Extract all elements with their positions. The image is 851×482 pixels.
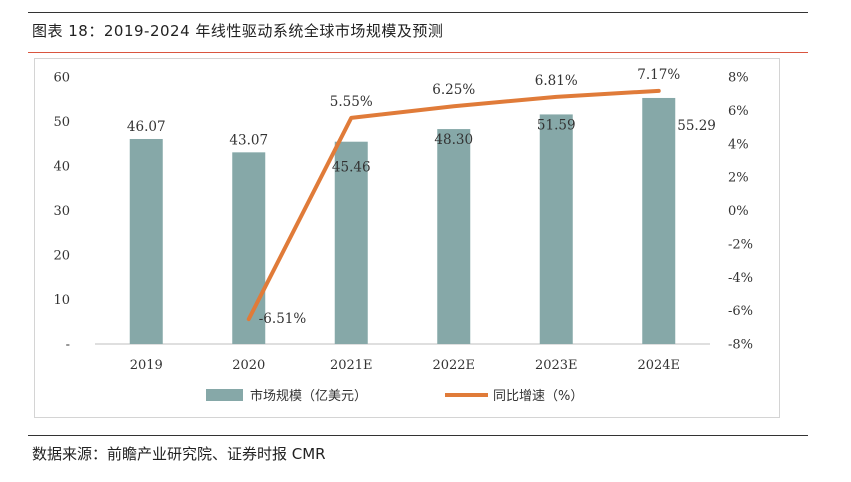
growth-point: [350, 117, 352, 119]
left-axis: - 10 20 30 40 50 60: [53, 71, 70, 353]
bar-2021E: [334, 141, 368, 344]
left-tick-label: 50: [53, 115, 70, 130]
x-tick-label: 2021E: [330, 358, 373, 373]
right-tick-label: -4%: [728, 271, 753, 286]
bar-label: 48.30: [434, 132, 473, 148]
bar-label: 46.07: [127, 119, 166, 135]
source-note: 数据来源：前瞻产业研究院、证券时报 CMR: [32, 445, 326, 463]
right-axis: -8% -6% -4% -2% 0% 2% 4% 6% 8%: [728, 71, 753, 353]
left-tick-label: 30: [53, 204, 70, 219]
x-axis-labels: 2019 2020 2021E 2022E 2023E 2024E: [130, 358, 680, 373]
right-tick-label: 6%: [728, 104, 749, 119]
right-tick-label: 0%: [728, 204, 749, 219]
left-tick-label: 60: [53, 71, 70, 86]
legend: 市场规模（亿美元） 同比增速（%）: [206, 388, 583, 404]
bar-label: 51.59: [537, 117, 576, 133]
x-tick-label: 2024E: [637, 358, 680, 373]
x-tick-label: 2020: [232, 358, 265, 373]
right-tick-label: 8%: [728, 71, 749, 86]
top-rule: [28, 12, 808, 13]
x-tick-label: 2019: [130, 358, 163, 373]
right-tick-label: 4%: [728, 137, 749, 152]
left-tick-label: -: [66, 338, 70, 353]
x-tick-label: 2022E: [432, 358, 475, 373]
growth-point: [555, 96, 557, 98]
growth-point: [658, 90, 660, 92]
bar-2020: [232, 152, 266, 344]
legend-bar-swatch: [206, 389, 243, 401]
bar-2022E: [437, 129, 471, 344]
line-data-labels: -6.51% 5.55% 6.25% 6.81% 7.17%: [259, 67, 681, 327]
line-label: 7.17%: [637, 67, 680, 83]
line-label: 5.55%: [330, 94, 373, 110]
legend-bar-label: 市场规模（亿美元）: [250, 388, 367, 404]
bar-label: 55.29: [677, 118, 716, 134]
right-tick-label: -2%: [728, 237, 753, 252]
x-tick-label: 2023E: [535, 358, 578, 373]
left-tick-label: 10: [53, 293, 70, 308]
bar-data-labels: 46.07 43.07 45.46 48.30 51.59 55.29: [127, 117, 716, 175]
bar-label: 45.46: [332, 160, 371, 176]
right-tick-label: 2%: [728, 171, 749, 186]
title-underline: [28, 52, 808, 53]
line-label: 6.81%: [535, 73, 578, 89]
growth-point: [248, 318, 250, 320]
bottom-rule: [28, 435, 808, 436]
chart-frame: [34, 58, 780, 418]
left-tick-label: 40: [53, 160, 70, 175]
left-tick-label: 20: [53, 249, 70, 264]
line-label: -6.51%: [259, 311, 307, 327]
line-label: 6.25%: [432, 82, 475, 98]
right-tick-label: -8%: [728, 338, 753, 353]
bar-2024E: [642, 97, 676, 344]
bar-2019: [129, 138, 163, 344]
bar-2023E: [539, 114, 573, 344]
bar-series: [129, 97, 676, 344]
legend-line-label: 同比增速（%）: [493, 389, 583, 404]
growth-point: [453, 105, 455, 107]
line-series: [246, 88, 661, 322]
bar-label: 43.07: [229, 132, 268, 148]
figure-title: 图表 18：2019-2024 年线性驱动系统全球市场规模及预测: [32, 22, 444, 40]
right-tick-label: -6%: [728, 304, 753, 319]
